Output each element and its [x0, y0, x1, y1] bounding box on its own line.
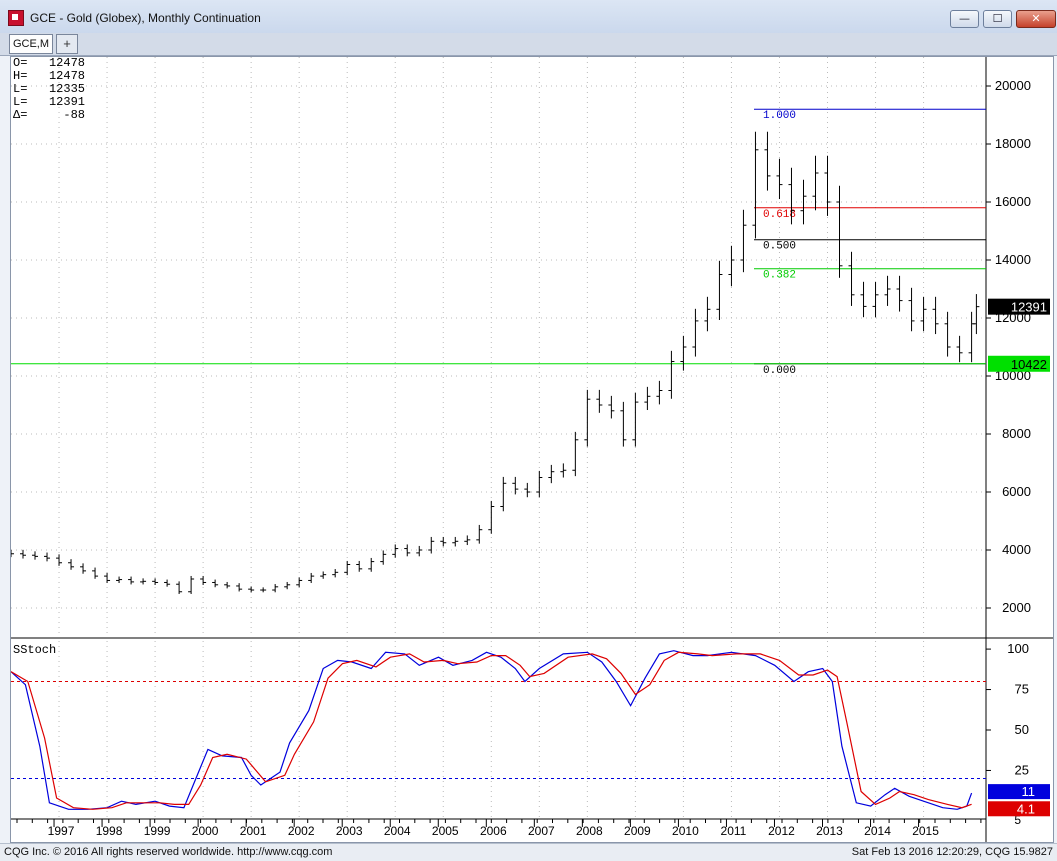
- time-tick-label: 2008: [576, 824, 603, 838]
- time-tick-label: 2006: [480, 824, 507, 838]
- stoch-badge: [988, 784, 1050, 800]
- price-badge: [988, 298, 1050, 315]
- stoch-tick-label: 25: [1015, 762, 1029, 777]
- time-tick-label: 2001: [240, 824, 267, 838]
- time-tick-label: 2009: [624, 824, 651, 838]
- time-tick-label: 2004: [384, 824, 411, 838]
- chart-canvas[interactable]: 1997 1998 1999 2000 2001 2002 2003 2004 2005 2006…: [8, 56, 1053, 842]
- price-badge: [988, 355, 1050, 372]
- stoch-tick-label: 50: [1015, 722, 1029, 737]
- price-badge-label: 10422: [1011, 357, 1047, 372]
- tab-gce-monthly[interactable]: GCE,M: [9, 34, 53, 54]
- stoch-tick-label: 75: [1015, 682, 1029, 697]
- time-tick-label: 1997: [48, 824, 75, 838]
- fib-level-label: 0.000: [763, 365, 796, 377]
- ohlc-readout-value: 12335: [49, 82, 85, 96]
- price-tick-label: 14000: [995, 252, 1031, 267]
- ohlc-readout-label: O=: [13, 57, 27, 70]
- price-tick-label: 6000: [1002, 484, 1031, 499]
- stoch-line: [10, 650, 973, 810]
- ohlc-readout-value: -88: [63, 108, 85, 122]
- time-tick-label: 2010: [672, 824, 699, 838]
- ohlc-readout-label: H=: [13, 69, 27, 83]
- ohlc-readout-value: 12478: [49, 69, 85, 83]
- time-tick-label: 2007: [528, 824, 555, 838]
- fib-level-label: 1.000: [763, 110, 796, 122]
- chart-panel: 1997 1998 1999 2000 2001 2002 2003 2004 2005 2006…: [8, 56, 1054, 843]
- stoch-tick-label: 5: [1014, 813, 1021, 827]
- ohlc-readout-value: 12391: [49, 95, 85, 109]
- timestamp-text: Sat Feb 13 2016 12:20:29, CQG 15.9827: [851, 846, 1053, 858]
- window-title: GCE - Gold (Globex), Monthly Continuatio…: [30, 11, 261, 25]
- add-tab-button[interactable]: +: [56, 34, 78, 54]
- price-tick-label: 18000: [995, 136, 1031, 151]
- time-tick-label: 2014: [864, 824, 891, 838]
- fib-level-label: 0.500: [763, 241, 796, 253]
- price-tick-label: 16000: [995, 194, 1031, 209]
- time-tick-label: 2011: [721, 824, 747, 838]
- time-tick-label: 2012: [768, 824, 795, 838]
- time-tick-label: 1999: [144, 824, 171, 838]
- stoch-tick-label: 100: [1007, 641, 1029, 656]
- maximize-button[interactable]: ☐: [983, 10, 1012, 28]
- tab-bar: GCE,M +: [0, 33, 1057, 56]
- time-tick-label: 2003: [336, 824, 363, 838]
- minimize-button[interactable]: —: [950, 10, 979, 28]
- fib-level-label: 0.382: [763, 270, 796, 282]
- time-tick-label: 2005: [432, 824, 459, 838]
- stoch-badge: [988, 801, 1050, 817]
- ohlc-readout-label: Δ=: [13, 108, 27, 122]
- time-tick-label: 2015: [912, 824, 939, 838]
- copyright-text: CQG Inc. © 2016 All rights reserved worl…: [4, 846, 333, 858]
- time-tick-label: 2000: [192, 824, 219, 838]
- ohlc-readout-label: L=: [13, 82, 27, 96]
- ohlc-readout-value: 12478: [49, 57, 85, 70]
- price-tick-label: 2000: [1002, 600, 1031, 615]
- time-tick-label: 2002: [288, 824, 315, 838]
- stoch-badge-label: 11: [1022, 784, 1036, 799]
- price-tick-label: 4000: [1002, 542, 1031, 557]
- price-tick-label: 20000: [995, 78, 1031, 93]
- cqg-app-icon: [8, 10, 24, 26]
- time-tick-label: 1998: [96, 824, 123, 838]
- stoch-line: [10, 651, 972, 810]
- status-bar: CQG Inc. © 2016 All rights reserved worl…: [0, 843, 1057, 861]
- indicator-label: SStoch: [13, 643, 56, 657]
- time-tick-label: 2013: [816, 824, 843, 838]
- close-button[interactable]: ✕: [1016, 10, 1056, 28]
- price-badge-label: 12391: [1011, 300, 1047, 315]
- ohlc-readout-label: L=: [13, 95, 27, 109]
- stoch-badge-label: 4.1: [1017, 801, 1035, 816]
- price-tick-label: 8000: [1002, 426, 1031, 441]
- title-bar: GCE - Gold (Globex), Monthly Continuatio…: [0, 0, 1057, 37]
- fib-level-label: 0.618: [763, 209, 796, 221]
